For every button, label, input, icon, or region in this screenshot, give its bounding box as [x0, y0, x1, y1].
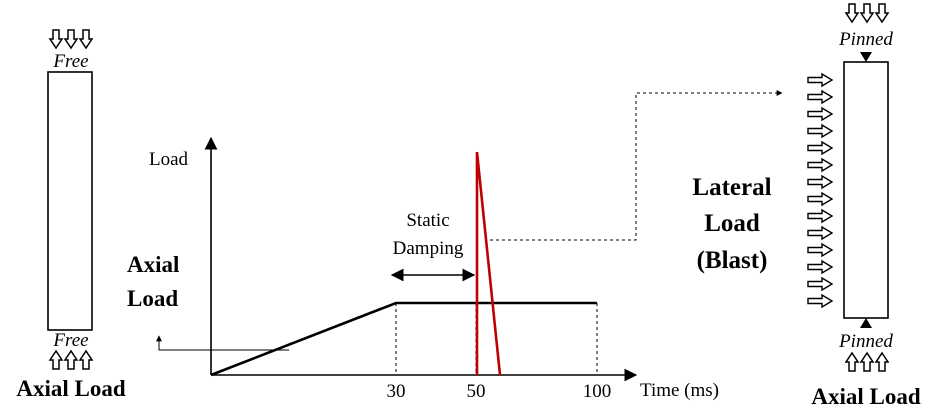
static-damping-line2: Damping [393, 238, 464, 259]
left-column-body [47, 71, 93, 331]
right-top-axial-arrows [845, 3, 889, 23]
right-column-group: Pinned Pinned Axial Load La [692, 3, 921, 409]
load-axis-label: Load [149, 149, 189, 170]
axial-label-leader [156, 335, 289, 351]
right-axial-load-label: Axial Load [811, 384, 920, 409]
top-pin-icon [860, 52, 872, 62]
left-column-group: Free Free Axial Load [16, 29, 126, 401]
load-history-group: Load Time (ms) 30 50 100 Axial Load Stat… [127, 90, 783, 402]
right-top-support-label: Pinned [838, 29, 893, 50]
static-damping-line1: Static [406, 210, 449, 231]
time-axis-label: Time (ms) [640, 380, 719, 401]
axial-load-curve [210, 301, 597, 377]
axial-label-line2: Load [127, 286, 178, 311]
blast-pulse [475, 151, 502, 376]
lateral-label-line1: Lateral [692, 174, 771, 201]
left-axial-load-label: Axial Load [16, 376, 125, 401]
right-column-body [843, 61, 889, 319]
tick-label-30: 30 [387, 381, 406, 402]
left-top-axial-arrows [49, 29, 93, 49]
left-top-support-label: Free [52, 51, 88, 72]
left-bottom-axial-arrows [49, 350, 93, 370]
left-bottom-support-label: Free [52, 330, 88, 351]
right-bottom-axial-arrows [845, 352, 889, 372]
right-bottom-support-label: Pinned [838, 331, 893, 352]
lateral-label-line3: (Blast) [697, 247, 768, 274]
lateral-label-line2: Load [704, 210, 760, 237]
blast-leader [490, 90, 783, 241]
lateral-blast-arrows [807, 73, 833, 308]
bottom-pin-icon [860, 318, 872, 328]
tick-label-50: 50 [467, 381, 486, 402]
tick-label-100: 100 [583, 381, 612, 402]
axial-label-line1: Axial [127, 252, 179, 277]
